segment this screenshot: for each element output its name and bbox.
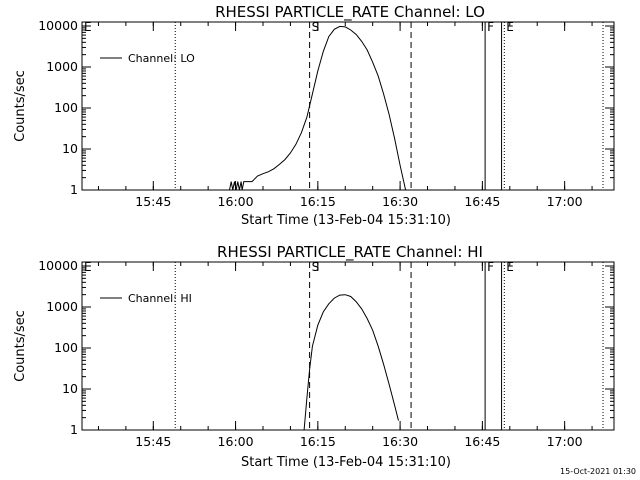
x-tick-label: 15:45 bbox=[135, 434, 171, 449]
x-tick-label: 16:15 bbox=[300, 194, 336, 209]
y-tick-label: 10 bbox=[62, 141, 78, 156]
y-tick-label: 100 bbox=[54, 340, 78, 355]
panel-title: RHESSI PARTICLE_RATE Channel: LO bbox=[215, 3, 485, 22]
y-tick-label: 100 bbox=[54, 100, 78, 115]
plot-frame bbox=[81, 21, 615, 191]
legend: Channel: HI bbox=[100, 292, 192, 305]
marker-label: E bbox=[84, 260, 92, 274]
series-line-lo bbox=[229, 25, 407, 191]
x-tick-label: 16:15 bbox=[300, 434, 336, 449]
x-tick-label: 15:45 bbox=[135, 194, 171, 209]
y-axis-label: Counts/sec bbox=[13, 310, 28, 382]
x-axis-label: Start Time (13-Feb-04 15:31:10) bbox=[241, 213, 451, 228]
marker-label: F bbox=[487, 20, 494, 34]
x-axis-ticks: 15:45 16:00 16:15 16:30 16:45 17:00 bbox=[97, 262, 593, 449]
x-tick-label: 17:00 bbox=[547, 194, 583, 209]
y-tick-label: 1000 bbox=[46, 299, 78, 314]
x-tick-label: 16:00 bbox=[218, 194, 254, 209]
x-tick-label: 17:00 bbox=[547, 434, 583, 449]
marker-label: S bbox=[312, 260, 320, 274]
y-tick-label: 10000 bbox=[38, 258, 78, 273]
marker-label: E bbox=[506, 260, 514, 274]
y-tick-label: 1 bbox=[70, 422, 78, 437]
marker-label: E bbox=[506, 20, 514, 34]
x-tick-label: 16:45 bbox=[464, 194, 500, 209]
x-tick-label: 16:45 bbox=[464, 434, 500, 449]
series-line-hi bbox=[303, 294, 399, 431]
legend-label: Channel: LO bbox=[128, 52, 195, 65]
marker-label: S bbox=[312, 20, 320, 34]
y-axis-ticks: 1 10 100 1000 10000 bbox=[38, 18, 614, 197]
y-tick-label: 10000 bbox=[38, 18, 78, 33]
y-tick-label: 10 bbox=[62, 381, 78, 396]
legend-label: Channel: HI bbox=[128, 292, 192, 305]
timestamp: 15-Oct-2021 01:30 bbox=[560, 467, 636, 476]
legend: Channel: LO bbox=[100, 52, 195, 65]
plot-frame bbox=[81, 261, 615, 431]
x-tick-label: 16:30 bbox=[382, 194, 418, 209]
marker-label: E bbox=[84, 20, 92, 34]
x-axis-label: Start Time (13-Feb-04 15:31:10) bbox=[241, 455, 451, 470]
y-axis-ticks: 1 10 100 1000 10000 bbox=[38, 258, 614, 437]
y-tick-label: 1000 bbox=[46, 59, 78, 74]
y-axis-label: Counts/sec bbox=[13, 70, 28, 142]
marker-label: F bbox=[487, 260, 494, 274]
x-tick-label: 16:30 bbox=[382, 434, 418, 449]
panel-title: RHESSI PARTICLE_RATE Channel: HI bbox=[217, 243, 483, 262]
y-tick-label: 1 bbox=[70, 182, 78, 197]
x-tick-label: 16:00 bbox=[218, 434, 254, 449]
x-axis-ticks: 15:45 16:00 16:15 16:30 16:45 17:00 bbox=[97, 22, 593, 209]
